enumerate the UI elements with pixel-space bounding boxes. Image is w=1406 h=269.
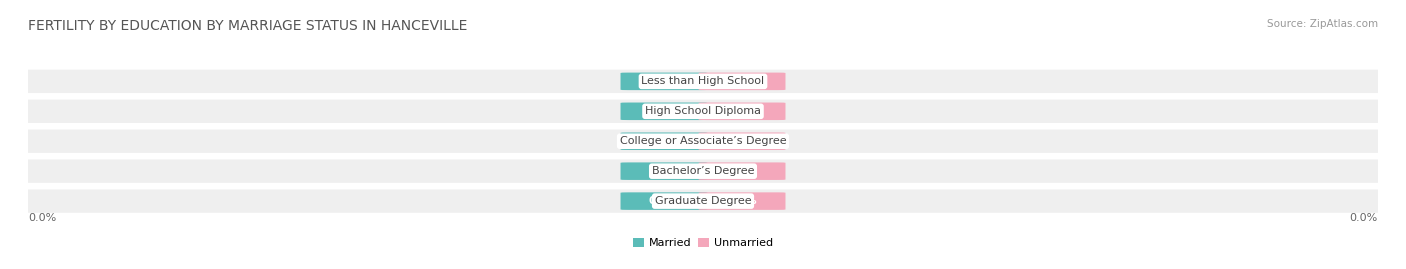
Text: Bachelor’s Degree: Bachelor’s Degree: [652, 166, 754, 176]
Text: 0.0%: 0.0%: [648, 166, 679, 176]
Text: 0.0%: 0.0%: [727, 136, 758, 146]
Text: 0.0%: 0.0%: [648, 196, 679, 206]
Text: 0.0%: 0.0%: [727, 196, 758, 206]
FancyBboxPatch shape: [699, 162, 786, 180]
FancyBboxPatch shape: [620, 73, 707, 90]
FancyBboxPatch shape: [10, 189, 1396, 213]
FancyBboxPatch shape: [10, 100, 1396, 123]
Text: College or Associate’s Degree: College or Associate’s Degree: [620, 136, 786, 146]
Text: High School Diploma: High School Diploma: [645, 106, 761, 116]
Legend: Married, Unmarried: Married, Unmarried: [628, 233, 778, 253]
Text: FERTILITY BY EDUCATION BY MARRIAGE STATUS IN HANCEVILLE: FERTILITY BY EDUCATION BY MARRIAGE STATU…: [28, 19, 467, 33]
Text: 0.0%: 0.0%: [28, 213, 56, 222]
Text: 0.0%: 0.0%: [727, 166, 758, 176]
FancyBboxPatch shape: [10, 130, 1396, 153]
FancyBboxPatch shape: [620, 132, 707, 150]
Text: 0.0%: 0.0%: [727, 76, 758, 86]
Text: 0.0%: 0.0%: [648, 106, 679, 116]
FancyBboxPatch shape: [10, 160, 1396, 183]
Text: Less than High School: Less than High School: [641, 76, 765, 86]
FancyBboxPatch shape: [620, 102, 707, 120]
Text: Source: ZipAtlas.com: Source: ZipAtlas.com: [1267, 19, 1378, 29]
Text: 0.0%: 0.0%: [648, 76, 679, 86]
Text: 0.0%: 0.0%: [648, 136, 679, 146]
Text: Graduate Degree: Graduate Degree: [655, 196, 751, 206]
FancyBboxPatch shape: [620, 192, 707, 210]
Text: 0.0%: 0.0%: [727, 106, 758, 116]
Text: 0.0%: 0.0%: [1350, 213, 1378, 222]
FancyBboxPatch shape: [699, 102, 786, 120]
FancyBboxPatch shape: [699, 132, 786, 150]
FancyBboxPatch shape: [10, 70, 1396, 93]
FancyBboxPatch shape: [620, 162, 707, 180]
FancyBboxPatch shape: [699, 192, 786, 210]
FancyBboxPatch shape: [699, 73, 786, 90]
